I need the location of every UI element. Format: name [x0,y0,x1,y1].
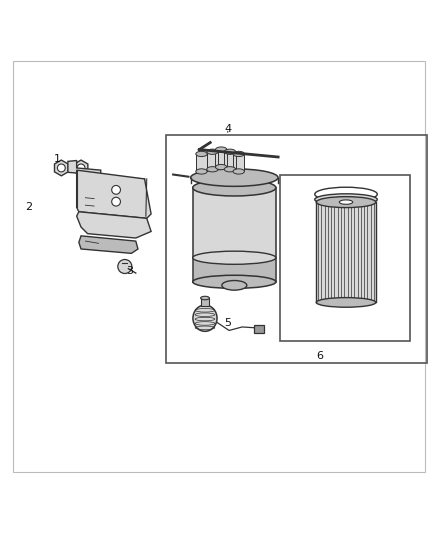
Text: 5: 5 [224,318,231,328]
Ellipse shape [193,305,217,332]
Text: 6: 6 [316,351,323,361]
Circle shape [57,164,65,172]
Ellipse shape [315,194,377,205]
Polygon shape [77,212,151,238]
Ellipse shape [191,169,278,187]
Ellipse shape [215,147,227,152]
Circle shape [118,260,132,273]
Ellipse shape [316,297,376,307]
Circle shape [77,164,85,172]
Bar [316,201,376,304]
Bar [194,258,275,282]
Bar [207,152,218,169]
Ellipse shape [196,151,207,157]
Ellipse shape [339,200,353,204]
Polygon shape [54,160,68,176]
Ellipse shape [193,275,276,288]
Ellipse shape [196,169,207,174]
Bar [196,154,207,172]
Ellipse shape [193,251,276,264]
Ellipse shape [315,187,377,201]
Ellipse shape [224,167,236,172]
Bar [166,135,427,363]
Ellipse shape [224,149,236,155]
Text: 3: 3 [126,266,133,276]
Ellipse shape [222,280,247,290]
Ellipse shape [207,149,218,155]
Ellipse shape [233,151,244,157]
Polygon shape [74,160,88,176]
Bar [193,188,276,282]
Bar [280,174,410,341]
Bar [254,325,264,333]
Bar [201,298,209,306]
Polygon shape [77,170,151,219]
Bar [233,154,244,172]
Ellipse shape [207,167,218,172]
Polygon shape [79,236,138,253]
Text: 4: 4 [224,124,231,134]
Ellipse shape [201,296,209,300]
Bar [215,150,227,167]
Polygon shape [68,160,145,183]
Ellipse shape [233,169,244,174]
Circle shape [112,185,120,194]
Ellipse shape [193,179,276,196]
Ellipse shape [215,165,227,169]
Text: 2: 2 [25,203,32,212]
Bar [224,152,236,169]
Ellipse shape [316,197,376,207]
Text: 1: 1 [53,154,60,164]
Circle shape [112,197,120,206]
